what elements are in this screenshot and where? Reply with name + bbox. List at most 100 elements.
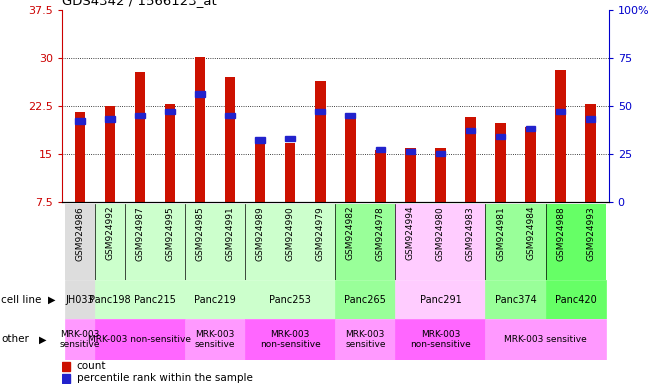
Bar [495, 123, 506, 202]
Bar [335, 204, 395, 280]
Bar [105, 116, 115, 122]
Bar [185, 280, 245, 319]
Text: GSM924987: GSM924987 [135, 206, 145, 261]
Bar [125, 204, 185, 280]
Bar [165, 104, 175, 202]
Text: JH033: JH033 [66, 295, 94, 305]
Bar [225, 113, 235, 118]
Bar [546, 280, 605, 319]
Bar [195, 91, 205, 97]
Bar [245, 204, 335, 280]
Bar [436, 151, 445, 156]
Text: GSM924978: GSM924978 [376, 206, 385, 261]
Text: Panc265: Panc265 [344, 295, 386, 305]
Text: ▶: ▶ [39, 334, 47, 344]
Bar [405, 149, 415, 202]
Bar [95, 280, 125, 319]
Text: GSM924990: GSM924990 [286, 206, 295, 261]
Bar [255, 137, 265, 143]
Bar [95, 319, 185, 360]
Text: percentile rank within the sample: percentile rank within the sample [77, 373, 253, 383]
Bar [225, 77, 236, 202]
Bar [465, 117, 476, 202]
Bar [346, 113, 355, 118]
Bar [65, 319, 95, 360]
Bar [395, 204, 486, 280]
Bar [185, 204, 245, 280]
Bar [406, 149, 415, 154]
Bar [105, 106, 115, 202]
Text: GSM924982: GSM924982 [346, 206, 355, 260]
Text: GSM924994: GSM924994 [406, 206, 415, 260]
Bar [395, 280, 486, 319]
Bar [65, 204, 95, 280]
Text: cell line: cell line [1, 295, 42, 305]
Bar [526, 126, 535, 131]
Bar [316, 109, 325, 114]
Text: GSM924984: GSM924984 [526, 206, 535, 260]
Bar [345, 115, 355, 202]
Text: GSM924985: GSM924985 [195, 206, 204, 261]
Bar [195, 57, 205, 202]
Bar [245, 280, 335, 319]
Text: Panc374: Panc374 [495, 295, 536, 305]
Text: ▶: ▶ [48, 295, 56, 305]
Bar [62, 362, 70, 371]
Text: MRK-003
sensitive: MRK-003 sensitive [345, 330, 385, 349]
Bar [555, 70, 566, 202]
Bar [486, 280, 546, 319]
Bar [486, 319, 605, 360]
Bar [546, 204, 605, 280]
Text: GSM924991: GSM924991 [226, 206, 234, 261]
Text: Panc219: Panc219 [194, 295, 236, 305]
Text: GSM924981: GSM924981 [496, 206, 505, 261]
Bar [585, 104, 596, 202]
Bar [395, 319, 486, 360]
Bar [465, 128, 475, 133]
Bar [315, 81, 326, 202]
Bar [376, 147, 385, 152]
Text: GSM924986: GSM924986 [76, 206, 85, 261]
Bar [255, 143, 266, 202]
Text: GSM924979: GSM924979 [316, 206, 325, 261]
Bar [435, 149, 446, 202]
Bar [125, 280, 185, 319]
Text: GSM924989: GSM924989 [256, 206, 265, 261]
Text: MRK-003
non-sensitive: MRK-003 non-sensitive [410, 330, 471, 349]
Text: GSM924980: GSM924980 [436, 206, 445, 261]
Bar [165, 109, 175, 114]
Bar [135, 113, 145, 118]
Bar [75, 112, 85, 202]
Text: Panc253: Panc253 [270, 295, 311, 305]
Bar [556, 109, 566, 114]
Bar [245, 319, 335, 360]
Text: Panc198: Panc198 [89, 295, 131, 305]
Bar [65, 280, 95, 319]
Bar [95, 204, 125, 280]
Text: Panc215: Panc215 [134, 295, 176, 305]
Text: Panc291: Panc291 [419, 295, 462, 305]
Bar [335, 280, 395, 319]
Bar [75, 118, 85, 124]
Text: Panc420: Panc420 [555, 295, 596, 305]
Bar [285, 143, 296, 202]
Text: MRK-003 non-sensitive: MRK-003 non-sensitive [89, 335, 191, 344]
Bar [285, 136, 295, 141]
Text: other: other [1, 334, 29, 344]
Text: MRK-003
sensitive: MRK-003 sensitive [195, 330, 235, 349]
Bar [486, 204, 546, 280]
Text: MRK-003
non-sensitive: MRK-003 non-sensitive [260, 330, 320, 349]
Bar [495, 134, 505, 139]
Text: GSM924988: GSM924988 [556, 206, 565, 261]
Bar [375, 151, 385, 202]
Text: GDS4342 / 1566123_at: GDS4342 / 1566123_at [62, 0, 217, 7]
Bar [135, 72, 145, 202]
Bar [62, 374, 70, 383]
Text: MRK-003 sensitive: MRK-003 sensitive [505, 335, 587, 344]
Text: count: count [77, 361, 106, 371]
Bar [185, 319, 245, 360]
Bar [586, 116, 596, 122]
Text: GSM924995: GSM924995 [165, 206, 174, 261]
Text: GSM924993: GSM924993 [586, 206, 595, 261]
Bar [525, 127, 536, 202]
